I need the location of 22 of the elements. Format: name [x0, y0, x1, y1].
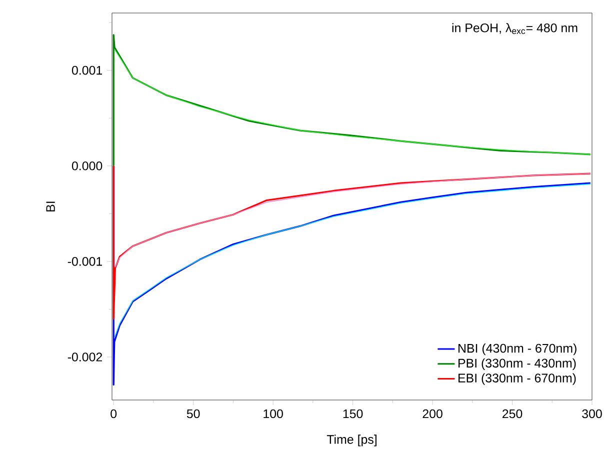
line-series [112, 34, 592, 167]
x-tick-label: 250 [502, 409, 522, 418]
legend-label: PBI (330nm - 430nm) [458, 358, 576, 370]
annotation: in PeOH, λ$_{exc}$= 480 nm [452, 23, 578, 34]
y-axis-title: BI [46, 202, 55, 212]
line-series [112, 165, 592, 320]
y-tick-label: 0.001 [72, 66, 102, 75]
x-tick-label: 100 [264, 409, 283, 418]
y-tick-label: -0.001 [68, 257, 102, 266]
x-tick-label: 300 [582, 409, 602, 418]
legend-label: EBI (330nm - 670nm) [458, 373, 576, 385]
x-tick-label: 150 [343, 409, 363, 418]
y-tick-label: 0.000 [72, 161, 102, 170]
x-tick-label: 50 [186, 409, 200, 418]
x-tick-label: 0 [110, 409, 117, 418]
line-series [114, 184, 591, 338]
x-axis-title: Time [ps] [326, 434, 376, 446]
x-tick-label: 200 [422, 409, 442, 418]
y-tick-label: -0.002 [68, 352, 102, 362]
line-series [114, 173, 591, 268]
line-series [114, 48, 591, 155]
legend-label: NBI (430nm - 670nm) [458, 344, 576, 356]
